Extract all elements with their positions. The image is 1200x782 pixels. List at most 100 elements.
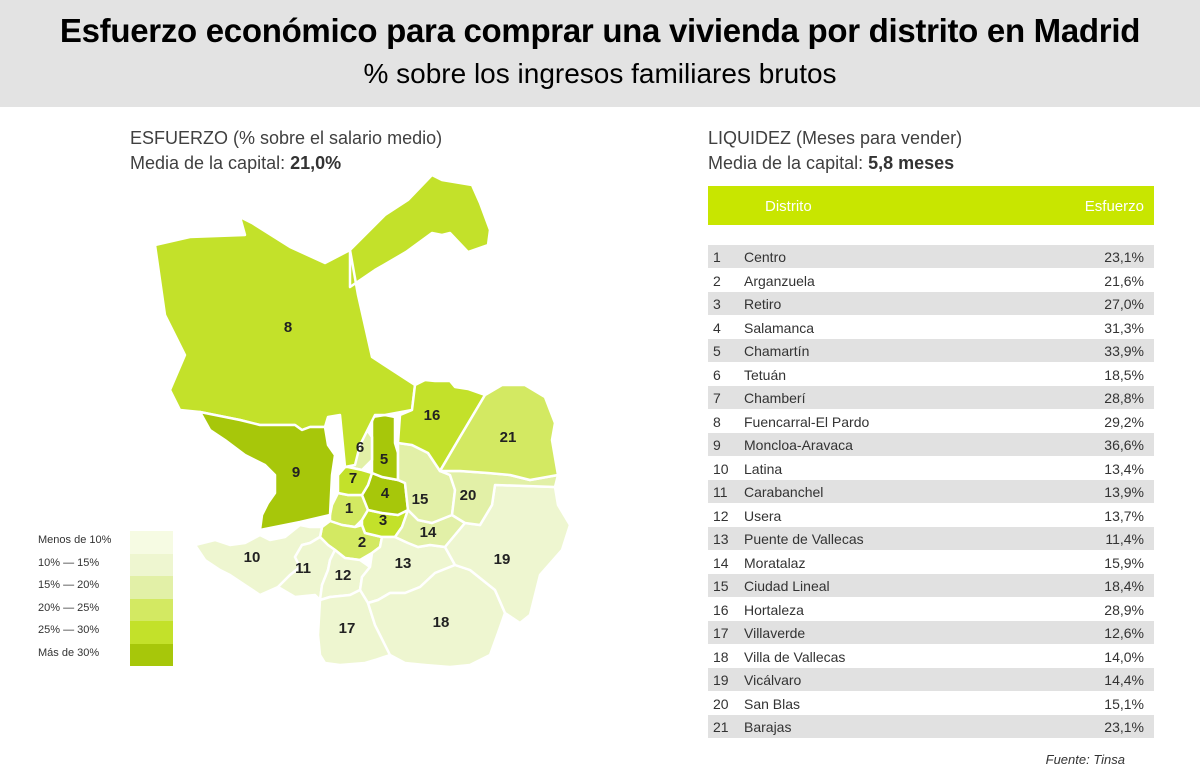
district-label-14: 14 [420,524,437,541]
district-name: Retiro [744,296,782,312]
district-label-8: 8 [284,319,292,336]
district-effort: 13,7% [1104,507,1144,524]
district-shape-18 [366,563,507,669]
table-row: 13 Puente de Vallecas 11,4% [708,527,1154,551]
district-label-21: 21 [500,429,517,446]
table-row: 21 Barajas 23,1% [708,715,1154,739]
table-row: 17 Villaverde 12,6% [708,621,1154,645]
district-label-18: 18 [433,614,450,631]
district-number: 8 [713,413,721,430]
district-name: Usera [744,507,782,524]
district-effort: 15,9% [1104,554,1144,571]
table-heading: LIQUIDEZ (Meses para vender) [708,128,963,148]
district-table: Distrito Esfuerzo 1 Centro 23,1% 2 Arganzuel… [708,186,1154,739]
district-number: 13 [713,531,729,547]
district-number: 19 [713,672,729,688]
district-shape-5 [370,413,400,482]
district-name: Chamartín [744,343,810,359]
page-subtitle: % sobre los ingresos familiares brutos [363,58,837,89]
district-number: 4 [713,319,721,336]
page-title: Esfuerzo económico para comprar una vivi… [59,12,1141,49]
table-row: 6 Tetuán 18,5% [708,362,1154,386]
source-note: Fuente: Tinsa [1045,752,1125,767]
district-name: Salamanca [744,319,815,336]
district-number: 10 [713,460,729,477]
table-row: 12 Usera 13,7% [708,503,1154,527]
legend-label: 25% — 30% [38,624,100,636]
map-average-value: 21,0% [290,153,342,173]
district-name: Latina [744,460,783,477]
table-average: Media de la capital: 5,8 meses [708,151,962,176]
district-name: San Blas [744,695,801,712]
district-number: 21 [713,719,729,735]
district-name: Hortaleza [744,601,804,618]
table-header-gap [708,225,1154,245]
district-label-11: 11 [295,560,311,577]
district-number: 2 [713,272,721,289]
table-row: 3 Retiro 27,0% [708,292,1154,316]
district-effort: 11,4% [1105,531,1144,547]
district-effort: 29,2% [1104,413,1144,430]
district-label-20: 20 [460,487,477,504]
district-name: Puente de Vallecas [744,531,864,547]
district-label-5: 5 [380,451,388,468]
district-effort: 23,1% [1104,249,1144,265]
legend-label: 20% — 25% [38,601,100,614]
legend-label: 10% — 15% [38,556,100,569]
district-shape-21 [438,383,560,482]
legend-item: 25% — 30% [38,621,178,644]
district-effort: 13,9% [1104,484,1144,500]
col-header-effort: Esfuerzo [1084,198,1144,215]
district-label-13: 13 [395,555,412,572]
district-shape-9 [198,410,337,532]
district-effort: 33,9% [1104,343,1144,359]
district-name: Centro [744,249,787,265]
table-row: 19 Vicálvaro 14,4% [708,668,1154,692]
district-shape-7 [336,465,374,497]
table-row: 5 Chamartín 33,9% [708,339,1154,363]
district-name: Vicálvaro [744,672,802,688]
district-name: Moncloa-Aravaca [744,437,853,453]
map-average-label: Media de la capital: [130,153,291,173]
district-name: Chamberí [744,390,806,406]
legend-item: Menos de 10% [38,531,178,554]
col-header-district: Distrito [765,198,812,215]
district-name: Barajas [744,719,792,735]
district-effort: 23,1% [1104,719,1144,735]
district-name: Villaverde [744,625,806,641]
district-effort: 28,8% [1104,390,1144,406]
header-band: Esfuerzo económico para comprar una vivi… [0,0,1200,107]
legend-item: 10% — 15% [38,553,178,576]
district-label-9: 9 [292,464,300,481]
district-number: 12 [713,507,729,524]
district-label-19: 19 [494,551,511,568]
district-effort: 14,4% [1104,672,1144,688]
district-label-16: 16 [424,407,441,424]
table-row: 14 Moratalaz 15,9% [708,550,1154,574]
table-row: 16 Hortaleza 28,9% [708,597,1154,621]
district-number: 18 [713,648,729,665]
district-effort: 28,9% [1104,601,1144,618]
district-number: 3 [713,296,721,312]
district-number: 16 [713,601,729,618]
district-number: 14 [713,554,729,571]
table-average-label: Media de la capital: [708,153,869,173]
legend-swatch [130,643,173,666]
table-row: 18 Villa de Vallecas 14,0% [708,644,1154,668]
table-row: 15 Ciudad Lineal 18,4% [708,574,1154,598]
table-row: 4 Salamanca 31,3% [708,315,1154,339]
district-name: Tetuán [744,366,787,383]
table-heading-block: LIQUIDEZ (Meses para vender) Media de la… [708,126,962,176]
madrid-district-map: 1 2 3 4 5 6 7 8 9 10 11 12 13 14 15 16 17 18 19 20 21 [150,175,575,685]
district-number: 20 [713,695,729,712]
district-number: 17 [713,625,729,641]
district-label-4: 4 [381,485,390,502]
legend-swatch [130,576,173,599]
table-row: 20 San Blas 15,1% [708,691,1154,715]
legend-label: Más de 30% [38,646,100,659]
map-heading-block: ESFUERZO (% sobre el salario medio) Medi… [130,126,442,176]
district-effort: 18,4% [1104,578,1144,594]
legend-swatch [130,553,173,576]
map-legend: Menos de 10% 10% — 15% 15% — 20% 20% — 25% 2… [38,531,178,666]
table-row: 8 Fuencarral-El Pardo 29,2% [708,409,1154,433]
